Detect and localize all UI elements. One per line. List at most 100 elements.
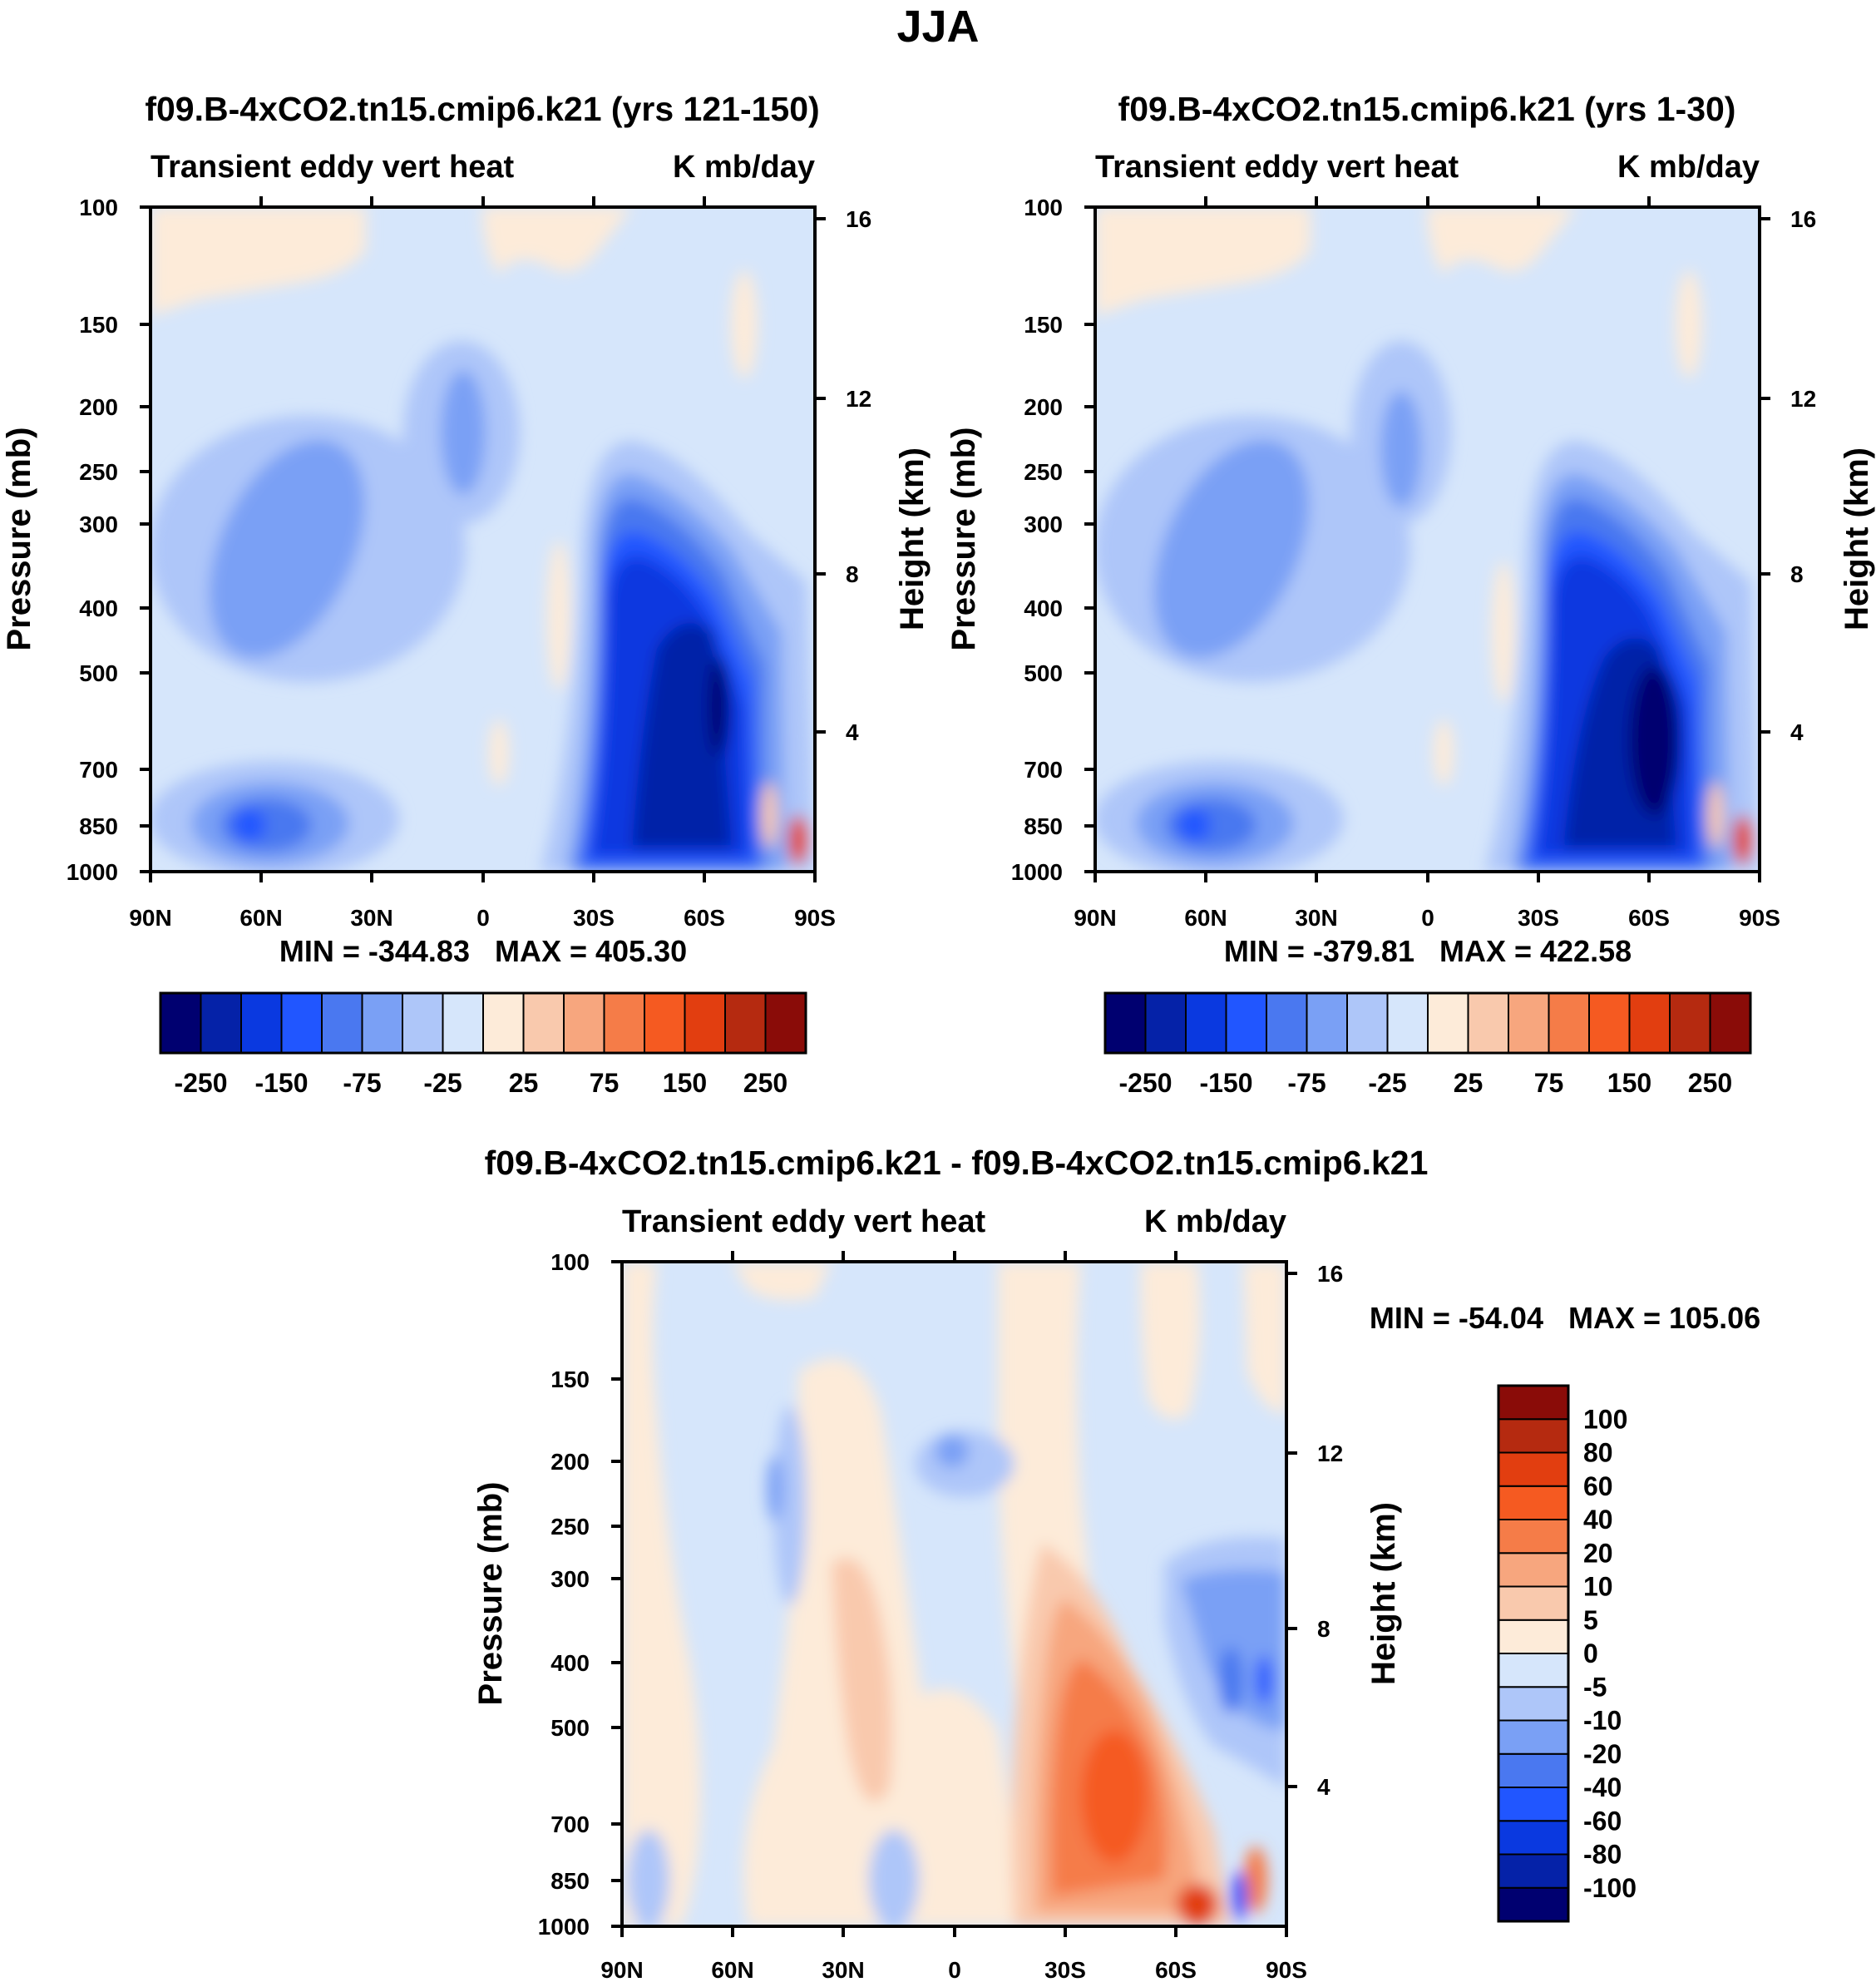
colorbar-2-label: -250 <box>1118 1068 1172 1098</box>
y-tick-label: 700 <box>79 757 118 783</box>
y-tick-label: 500 <box>550 1715 590 1741</box>
colorbar-1-swatch <box>764 992 807 1054</box>
x-tick-label: 60N <box>711 1957 753 1982</box>
y-tick-label: 250 <box>1024 459 1063 485</box>
colorbar-diff-swatch <box>1498 1552 1569 1588</box>
y2-tick-label: 4 <box>1317 1774 1330 1800</box>
colorbar-2-label: 25 <box>1454 1068 1484 1098</box>
y2-tick-label: 16 <box>1317 1261 1343 1287</box>
panel-1-ylabel: Pressure (mb) <box>1 428 37 651</box>
colorbar-1-label: 25 <box>509 1068 539 1098</box>
colorbar-1-label: -75 <box>343 1068 381 1098</box>
colorbar-2-swatch <box>1225 992 1267 1054</box>
y-tick-label: 700 <box>550 1811 590 1837</box>
y-tick-label: 100 <box>1024 195 1063 220</box>
colorbar-1-swatch <box>402 992 444 1054</box>
y-tick-label: 400 <box>79 596 118 621</box>
colorbar-diff-border <box>1497 1384 1570 1923</box>
colorbar-1-swatch <box>522 992 565 1054</box>
colorbar-1-swatch <box>240 992 283 1054</box>
colorbar-1-swatch <box>482 992 525 1054</box>
colorbar-1-swatch <box>644 992 686 1054</box>
x-tick-label: 0 <box>1421 905 1434 931</box>
colorbar-2-swatch <box>1185 992 1227 1054</box>
panel-3-y-ticks <box>611 1260 622 1928</box>
colorbar-2-swatch <box>1548 992 1590 1054</box>
panel-2-y-ticks <box>1084 205 1095 873</box>
x-tick-label: 90S <box>794 905 836 931</box>
panel-3-units-label: K mb/day <box>1144 1204 1286 1239</box>
colorbar-2-border <box>1103 991 1752 1055</box>
colorbar-diff-swatch <box>1498 1619 1569 1654</box>
y-tick-label: 200 <box>1024 394 1063 420</box>
colorbar-diff-label: 40 <box>1583 1505 1613 1535</box>
y-tick-label: 300 <box>550 1566 590 1592</box>
panel-3-title: f09.B-4xCO2.tn15.cmip6.k21 - f09.B-4xCO2… <box>485 1144 1429 1182</box>
panel-1-field <box>151 207 815 872</box>
x-tick-label: 90N <box>1074 905 1116 931</box>
colorbar-1-border <box>159 991 807 1055</box>
x-tick-label: 60S <box>684 905 725 931</box>
x-tick-label: 0 <box>948 1957 961 1982</box>
colorbar-2-swatch <box>1266 992 1308 1054</box>
colorbar-diff-label: 20 <box>1583 1538 1613 1568</box>
y2-tick-label: 16 <box>1790 206 1816 232</box>
panel-3-field <box>622 1262 1286 1926</box>
colorbar-diff-label: 10 <box>1583 1572 1613 1602</box>
colorbar-1-label: -25 <box>423 1068 462 1098</box>
colorbar-2-swatch <box>1628 992 1671 1054</box>
x-tick-label: 30S <box>1518 905 1559 931</box>
panel-1-top-ticks <box>259 196 706 207</box>
panel-2-ylabel: Pressure (mb) <box>945 428 982 651</box>
y-tick-label: 1000 <box>1011 859 1063 885</box>
colorbar-2-swatch <box>1588 992 1631 1054</box>
y2-tick-label: 12 <box>1317 1441 1343 1466</box>
panel-3-y2label: Height (km) <box>1365 1502 1402 1685</box>
panel-3-ylabel: Pressure (mb) <box>472 1482 509 1706</box>
panel-1-x-tick-labels: 90N 60N 30N 0 30S 60S 90S <box>129 905 836 931</box>
colorbar-2-label: -25 <box>1368 1068 1406 1098</box>
colorbar-diff-swatch <box>1498 1485 1569 1520</box>
x-tick-label: 30N <box>350 905 392 931</box>
x-tick-label: 30N <box>1295 905 1337 931</box>
colorbar-diff-swatch <box>1498 1820 1569 1856</box>
panel-3: f09.B-4xCO2.tn15.cmip6.k21 - f09.B-4xCO2… <box>472 1144 1760 1982</box>
panel-1-title: f09.B-4xCO2.tn15.cmip6.k21 (yrs 121-150) <box>145 90 819 128</box>
colorbar-1-swatch <box>442 992 484 1054</box>
panel-2-top-ticks <box>1204 196 1651 207</box>
y-tick-label: 1000 <box>67 859 118 885</box>
colorbar-diff-swatch <box>1498 1385 1569 1421</box>
colorbar-diff-swatch <box>1498 1653 1569 1688</box>
panel-2-minmax: MIN = -379.81 MAX = 422.58 <box>1224 934 1632 968</box>
colorbar-1-swatch <box>724 992 767 1054</box>
colorbar-diff-swatch <box>1498 1519 1569 1554</box>
colorbar-1-swatch <box>200 992 242 1054</box>
colorbar-diff-label: -80 <box>1583 1840 1622 1870</box>
colorbar-2-swatch <box>1508 992 1550 1054</box>
colorbar-diff-swatch <box>1498 1886 1569 1922</box>
panel-2-y2label: Height (km) <box>1839 447 1875 630</box>
y-tick-label: 300 <box>1024 512 1063 537</box>
colorbar-2-swatch <box>1669 992 1711 1054</box>
x-tick-label: 30S <box>573 905 615 931</box>
colorbar-2-swatch <box>1427 992 1469 1054</box>
colorbar-1-label: -250 <box>174 1068 227 1098</box>
colorbar-2-swatch <box>1709 992 1751 1054</box>
y-tick-label: 150 <box>550 1367 590 1392</box>
x-tick-label: 60N <box>239 905 282 931</box>
colorbar-diff-swatch <box>1498 1719 1569 1755</box>
colorbar-diff-swatch <box>1498 1686 1569 1722</box>
panel-2-variable-label: Transient eddy vert heat <box>1095 150 1459 185</box>
y-tick-label: 400 <box>1024 596 1063 621</box>
y-tick-label: 100 <box>79 195 118 220</box>
y-tick-label: 200 <box>79 394 118 420</box>
colorbar-diff-label: 5 <box>1583 1605 1598 1635</box>
panel-3-x-ticks <box>620 1926 1288 1937</box>
colorbar-diff-label: -100 <box>1583 1873 1637 1903</box>
y-tick-label: 100 <box>550 1249 590 1275</box>
colorbar-1-swatch <box>361 992 403 1054</box>
panel-2: f09.B-4xCO2.tn15.cmip6.k21 (yrs 1-30) Tr… <box>945 90 1875 968</box>
y-tick-label: 150 <box>79 312 118 338</box>
panel-1-minmax: MIN = -344.83 MAX = 405.30 <box>279 934 687 968</box>
